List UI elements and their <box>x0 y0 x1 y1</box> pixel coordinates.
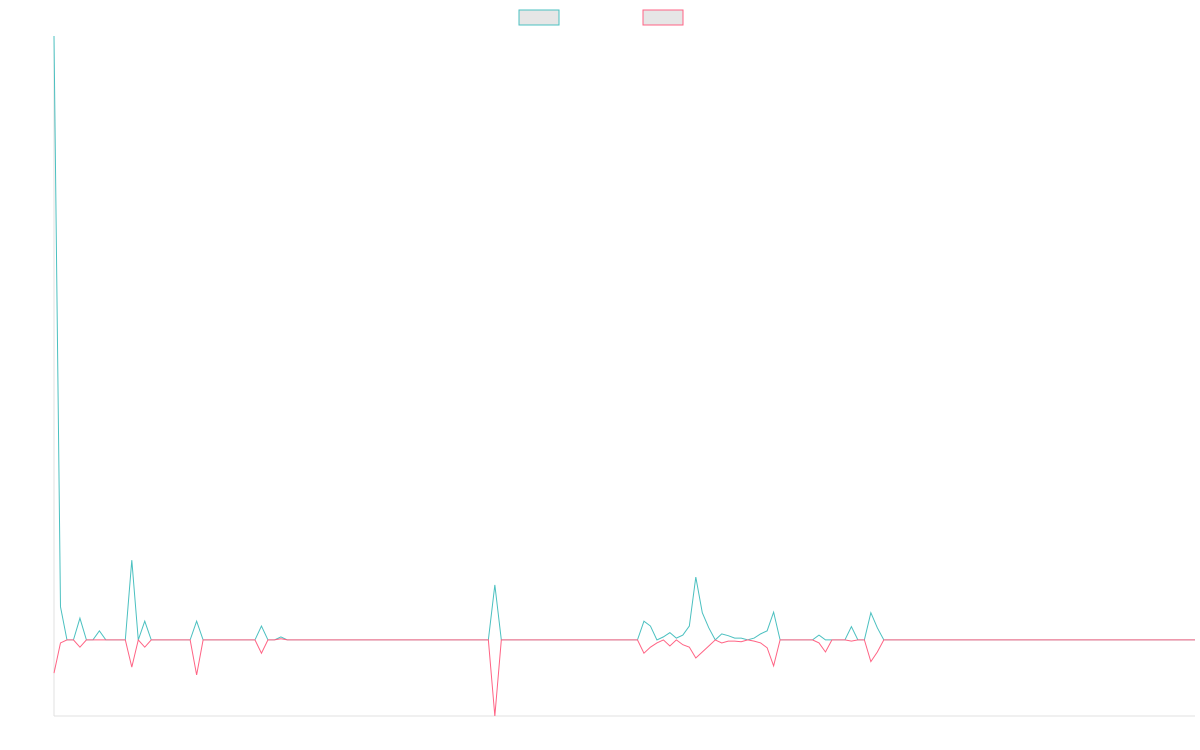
legend-swatch[interactable] <box>518 9 560 26</box>
data-line <box>53 35 1195 641</box>
legend-swatch[interactable] <box>642 9 684 26</box>
data-line <box>53 638 1195 717</box>
